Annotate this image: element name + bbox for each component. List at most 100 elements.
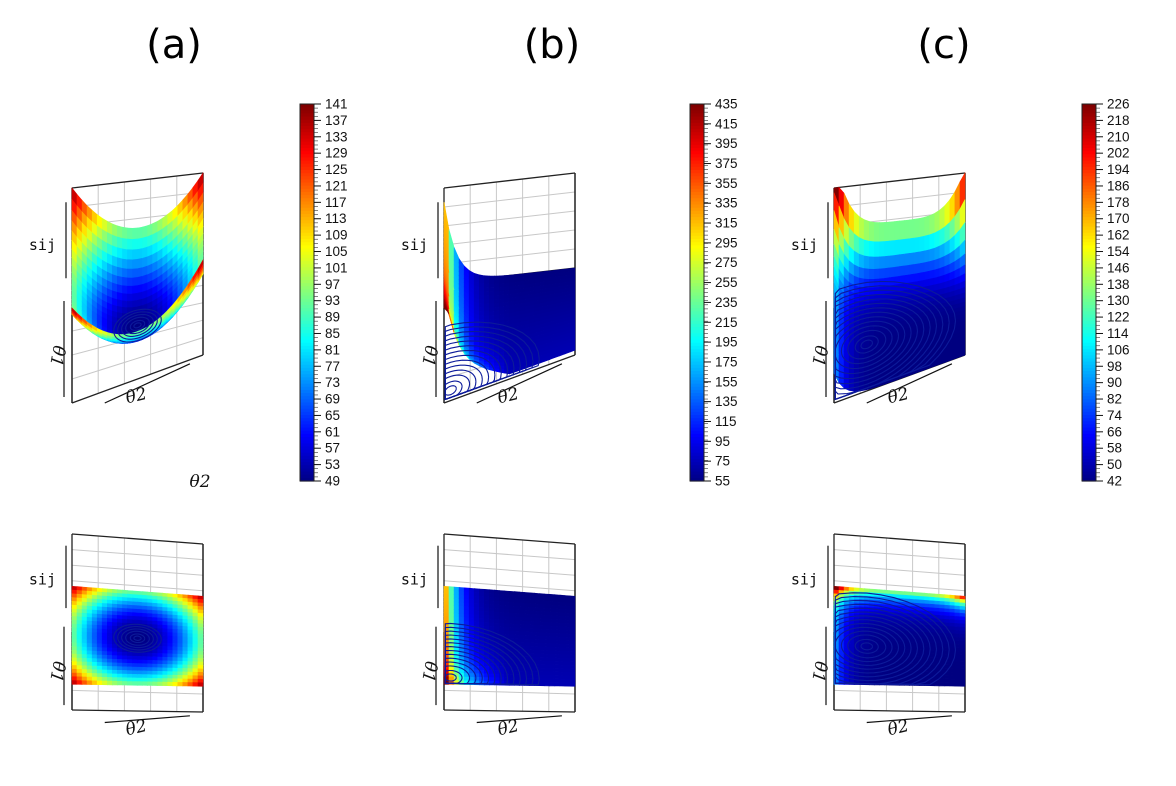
plot-0-bottom-surface-cell (112, 658, 118, 664)
plot-1-bottom-surface-cell (554, 629, 561, 634)
plot-0-bottom-surface-cell (197, 661, 204, 666)
plot-1-bottom-surface-cell (494, 597, 500, 602)
plot-2-bottom-surface-cell (949, 675, 956, 680)
plot-0-bottom-surface-cell (101, 669, 108, 675)
colorbar-0-tick-label: 137 (325, 113, 348, 128)
plot-1-top-surface-cell (488, 287, 495, 293)
plot-1-bottom-surface-cell (564, 598, 571, 604)
plot-1-bottom-surface-cell (544, 674, 551, 680)
plot-1-bottom-surface-cell (539, 642, 546, 648)
plot-1-bottom-surface-cell (524, 606, 531, 611)
plot-0-bottom-surface-cell (117, 662, 123, 668)
plot-1-bottom-surface-cell (488, 607, 495, 613)
plot-2-top-surface-cell (899, 265, 905, 277)
plot-0-bottom-surface-cell (71, 616, 78, 621)
plot-2-bottom-surface-cell (939, 593, 946, 599)
plot-0-bottom-surface-cell (177, 674, 184, 680)
plot-0-bottom-surface-cell (192, 650, 199, 656)
colorbar-0-segment (300, 292, 314, 297)
plot-1-bottom-surface-cell (468, 613, 475, 619)
plot-0-bottom-surface-cell (142, 666, 148, 672)
plot-0-bottom-wall-grid (71, 580, 204, 592)
plot-0-bottom-surface-cell (76, 623, 83, 629)
plot-2-top-surface-cell (878, 268, 885, 280)
plot-0-bottom-surface-cell (157, 592, 163, 598)
plot-0-bottom-surface-cell (91, 673, 98, 678)
plot-0-bottom-surface-cell (182, 675, 189, 680)
plot-1-bottom-surface-cell (549, 682, 556, 687)
plot-1-bottom-surface-cell (519, 634, 525, 640)
plot-2-top-surface-cell (894, 275, 900, 286)
colorbar-0-segment (300, 339, 314, 344)
plot-0-bottom-surface-cell (76, 653, 83, 659)
colorbar-0-segment (300, 443, 314, 448)
plot-0-bottom-surface-cell (86, 628, 93, 633)
plot-1-bottom-box-edge (443, 533, 576, 545)
plot-1-bottom-surface-cell (463, 594, 470, 600)
plot-2-top-surface-cell (884, 277, 890, 288)
plot-0-bottom-surface-cell (86, 624, 93, 630)
plot-1-bottom-surface-cell (564, 664, 571, 670)
colorbar-0-segment (300, 327, 314, 331)
plot-2-bottom-surface-cell (954, 664, 961, 670)
plot-0-bottom-surface-cell (162, 649, 168, 655)
plot-0-bottom-surface-cell (81, 654, 88, 659)
plot-1-bottom-surface-cell (448, 597, 455, 603)
plot-0-bottom-surface-cell (187, 640, 194, 645)
plot-2-bottom-surface-cell (944, 675, 951, 680)
colorbar-0-segment (300, 345, 314, 350)
plot-1-bottom-surface-cell (509, 608, 515, 614)
colorbar-0-segment (300, 125, 314, 130)
plot-2-bottom-surface-cell (939, 678, 946, 683)
plot-2-bottom-surface-cell (924, 603, 931, 609)
plot-0-bottom-surface-cell (107, 662, 113, 667)
plot-0-bottom-surface-cell (96, 680, 103, 686)
plot-0-bottom-surface-cell (86, 650, 93, 656)
plot-2-bottom-surface-cell (929, 607, 936, 612)
plot-0-bottom-surface-cell (142, 605, 148, 611)
plot-0-bottom-surface-cell (182, 611, 189, 617)
plot-2-bottom-surface-cell (934, 604, 941, 609)
plot-0-bottom-surface-cell (197, 616, 204, 621)
plot-2-bottom-surface-cell (959, 612, 966, 618)
plot-1-bottom-surface-cell (504, 630, 510, 635)
plot-0-bottom-surface-cell (101, 665, 108, 671)
plot-0-bottom-surface-cell (81, 627, 88, 633)
plot-0-bottom-surface-cell (91, 613, 98, 619)
plot-1-bottom-surface-cell (569, 612, 576, 618)
plot-0-bottom-surface-cell (132, 652, 138, 657)
colorbar-0-segment (300, 349, 314, 353)
plot-1-bottom-surface-cell (554, 625, 561, 631)
plot-0-bottom-surface-cell (117, 677, 123, 682)
colorbar-0-segment (300, 232, 314, 237)
plot-0-bottom-contour-line (129, 633, 146, 644)
plot-0-bottom-surface-cell (147, 609, 153, 615)
plot-2-bottom-surface-cell (954, 636, 961, 642)
plot-0-bottom-surface-cell (162, 628, 168, 633)
plot-1-bottom-surface-cell (539, 621, 546, 627)
plot-0-bottom-surface-cell (172, 681, 179, 687)
plot-1-bottom-surface-cell (539, 681, 546, 687)
plot-2-top-surface-cell (929, 232, 936, 251)
plot-0-bottom-surface-cell (147, 674, 153, 679)
plot-0-bottom-surface-cell (177, 678, 184, 683)
plot-1-bottom-surface-cell (473, 610, 480, 616)
plot-2-bottom-surface-cell (944, 611, 951, 617)
plot-0-bottom-surface-cell (177, 615, 184, 620)
plot-0-bottom-surface-cell (96, 676, 103, 682)
plot-0-bottom-surface-cell (127, 659, 133, 664)
plot-1-bottom-surface-cell (569, 682, 576, 687)
plot-0-bottom-surface-cell (81, 605, 88, 611)
plot-0-bottom-surface-cell (187, 654, 194, 659)
plot-2-bottom-surface-cell (949, 643, 956, 649)
plot-1-top-surface-cell (483, 299, 490, 305)
colorbar-0-segment (300, 245, 314, 250)
plot-1-bottom-surface-cell (554, 682, 561, 687)
plot-0-bottom-surface-cell (81, 669, 88, 674)
plot-1-bottom-surface-cell (483, 614, 490, 620)
plot-0-bottom-surface-cell (197, 647, 204, 652)
plot-2-bottom-surface-cell (934, 657, 941, 662)
plot-1-bottom-surface-cell (499, 677, 505, 682)
plot-0-top-contour-line (121, 313, 154, 337)
